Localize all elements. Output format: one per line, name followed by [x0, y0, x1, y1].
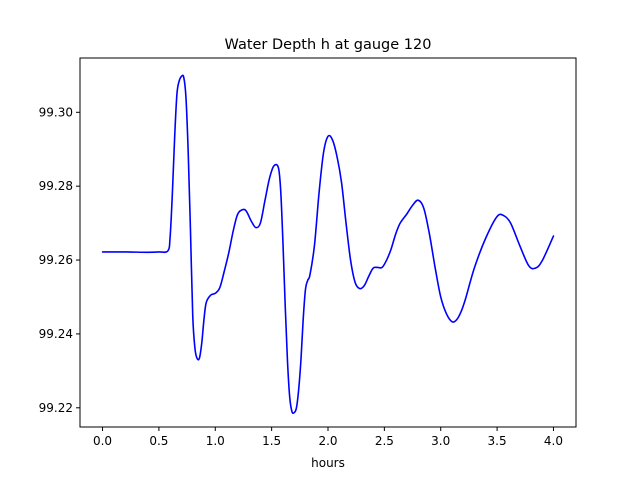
- x-tick-label: 3.0: [431, 434, 450, 448]
- x-tick-label: 1.5: [262, 434, 281, 448]
- x-tick-label: 0.0: [93, 434, 112, 448]
- y-tick-label: 99.26: [39, 253, 73, 267]
- x-axis-label: hours: [311, 456, 345, 470]
- chart-title: Water Depth h at gauge 120: [225, 37, 432, 53]
- x-tick-label: 0.5: [149, 434, 168, 448]
- x-tick-label: 4.0: [544, 434, 563, 448]
- plot-area: [79, 57, 577, 428]
- x-tick-label: 2.5: [375, 434, 394, 448]
- y-tick-label: 99.22: [39, 401, 73, 415]
- y-tick-label: 99.30: [39, 105, 73, 119]
- x-axis-ticks: 0.0 0.5 1.0 1.5 2.0 2.5 3.0 3.5 4.0: [93, 427, 563, 448]
- series-line: [101, 74, 555, 415]
- y-axis-ticks: 99.22 99.24 99.26 99.28 99.30: [39, 105, 80, 415]
- x-tick-label: 3.5: [488, 434, 507, 448]
- x-tick-label: 1.0: [206, 434, 225, 448]
- y-tick-label: 99.24: [39, 327, 73, 341]
- x-tick-label: 2.0: [318, 434, 337, 448]
- y-tick-label: 99.28: [39, 179, 73, 193]
